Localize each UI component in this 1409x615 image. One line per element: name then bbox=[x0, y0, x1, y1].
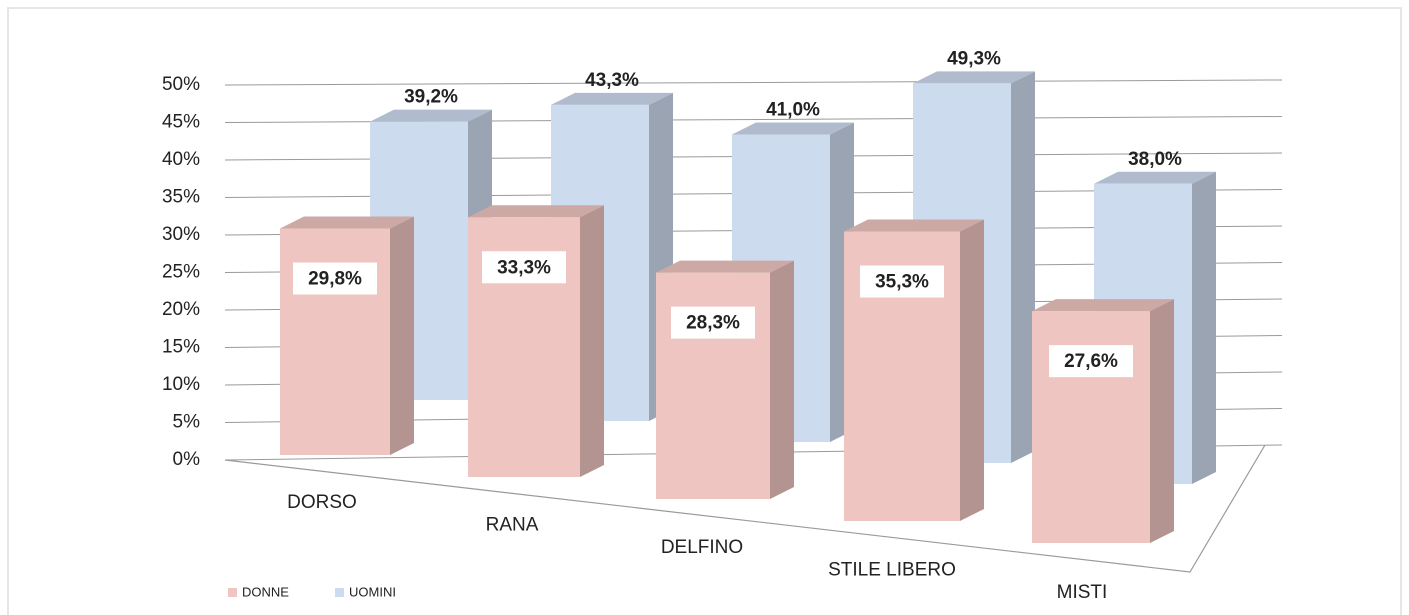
y-tick-label: 5% bbox=[173, 412, 201, 433]
bar bbox=[844, 219, 984, 522]
bar-top bbox=[468, 205, 604, 218]
value-label: 35,3% bbox=[875, 272, 929, 293]
y-tick-label: 45% bbox=[162, 112, 200, 133]
bar-top bbox=[732, 122, 854, 135]
bar-side bbox=[1011, 71, 1035, 463]
x-tick-label: MISTI bbox=[1057, 582, 1108, 603]
bar-front bbox=[280, 228, 390, 455]
y-tick-label: 50% bbox=[162, 74, 200, 95]
y-tick-label: 30% bbox=[162, 224, 200, 245]
value-label: 41,0% bbox=[766, 100, 820, 121]
grid-line bbox=[224, 79, 1283, 86]
y-tick-label: 15% bbox=[162, 337, 200, 358]
y-tick-label: 20% bbox=[162, 299, 200, 320]
x-tick-label: DORSO bbox=[287, 492, 357, 513]
bar-top bbox=[913, 71, 1035, 84]
bar-front bbox=[656, 272, 770, 499]
value-label: 49,3% bbox=[947, 48, 1001, 69]
bar-top bbox=[280, 216, 414, 229]
bar-side bbox=[1150, 299, 1174, 543]
bar-top bbox=[370, 109, 492, 122]
bar-top bbox=[844, 219, 984, 232]
value-label: 29,8% bbox=[308, 269, 362, 290]
value-label-box bbox=[482, 251, 566, 284]
bar bbox=[1032, 299, 1174, 543]
bar-side bbox=[390, 216, 414, 455]
bar bbox=[656, 260, 794, 499]
value-label: 43,3% bbox=[585, 70, 639, 91]
legend-swatch bbox=[335, 588, 344, 597]
legend-swatch bbox=[228, 588, 237, 597]
bar-side bbox=[960, 219, 984, 522]
x-tick-label: STILE LIBERO bbox=[828, 560, 956, 581]
y-tick-label: 25% bbox=[162, 262, 200, 283]
bar-top bbox=[1094, 171, 1216, 184]
y-tick-label: 35% bbox=[162, 187, 200, 208]
value-label-box bbox=[860, 265, 944, 298]
bar-side bbox=[770, 260, 794, 499]
bar-top bbox=[1032, 299, 1174, 312]
value-label-box bbox=[671, 306, 755, 339]
bar-side bbox=[1192, 171, 1216, 485]
value-label-box bbox=[1049, 345, 1133, 378]
y-tick-label: 40% bbox=[162, 149, 200, 170]
bar-top bbox=[551, 92, 673, 105]
value-label: 33,3% bbox=[497, 257, 551, 278]
value-label: 38,0% bbox=[1128, 149, 1182, 170]
value-label: 39,2% bbox=[404, 87, 458, 108]
y-tick-label: 10% bbox=[162, 374, 200, 395]
x-tick-label: DELFINO bbox=[661, 537, 743, 558]
value-label: 28,3% bbox=[686, 313, 740, 334]
value-label-box bbox=[293, 262, 377, 295]
x-tick-label: RANA bbox=[486, 515, 539, 536]
bar-side bbox=[580, 205, 604, 477]
bar bbox=[468, 205, 604, 477]
legend-label: UOMINI bbox=[349, 584, 396, 599]
frame bbox=[7, 7, 1402, 615]
bar-top bbox=[656, 260, 794, 273]
y-tick-label: 0% bbox=[173, 449, 201, 470]
value-label: 27,6% bbox=[1064, 351, 1118, 372]
legend-label: DONNE bbox=[242, 584, 289, 599]
floor-edge bbox=[224, 444, 1266, 573]
bar bbox=[280, 216, 414, 455]
